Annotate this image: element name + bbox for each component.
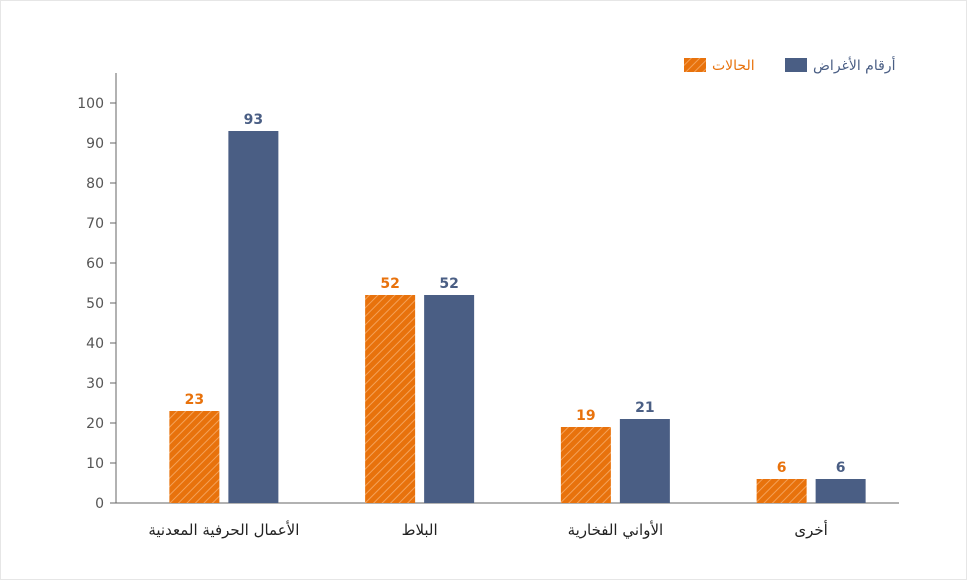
bars — [169, 131, 866, 503]
legend: أرقام الأغراض الحالات — [684, 56, 896, 74]
value-labels: 23 93 52 52 19 21 6 6 — [185, 112, 846, 476]
y-tick-label: 100 — [77, 96, 104, 112]
data-label-series-1-cat-1: 23 — [185, 392, 204, 408]
legend-item-series-2[interactable]: أرقام الأغراض — [785, 56, 896, 74]
bar-series-1-cat-1[interactable] — [169, 411, 220, 503]
y-tick-label: 70 — [86, 216, 104, 232]
x-category-label: البلاط — [402, 521, 438, 539]
y-tick-label: 80 — [86, 176, 104, 192]
legend-item-series-1[interactable]: الحالات — [684, 58, 755, 74]
data-label-series-2-cat-2: 52 — [439, 276, 458, 292]
y-tick-label: 30 — [86, 376, 104, 392]
data-label-series-2-cat-1: 93 — [244, 112, 263, 128]
data-label-series-2-cat-4: 6 — [836, 460, 846, 476]
y-axis-ticks: 0 10 20 30 40 50 60 70 80 90 100 — [77, 96, 116, 512]
legend-swatch-series-1 — [684, 58, 706, 72]
bar-series-2-cat-2[interactable] — [424, 295, 475, 503]
y-tick-label: 0 — [95, 496, 104, 512]
y-tick-label: 50 — [86, 296, 104, 312]
bar-series-2-cat-4[interactable] — [815, 479, 866, 503]
bar-series-1-cat-3[interactable] — [560, 427, 611, 503]
x-category-label: الأواني الفخارية — [568, 520, 664, 540]
data-label-series-1-cat-3: 19 — [576, 408, 595, 424]
bar-series-2-cat-1[interactable] — [228, 131, 279, 503]
y-tick-label: 90 — [86, 136, 104, 152]
bar-series-1-cat-4[interactable] — [756, 479, 807, 503]
legend-label-series-2: أرقام الأغراض — [813, 56, 896, 74]
bar-series-1-cat-2[interactable] — [365, 295, 416, 503]
data-label-series-1-cat-2: 52 — [380, 276, 399, 292]
x-category-label: الأعمال الحرفية المعدنية — [148, 520, 299, 539]
y-tick-label: 20 — [86, 416, 104, 432]
y-tick-label: 10 — [86, 456, 104, 472]
y-tick-label: 60 — [86, 256, 104, 272]
data-label-series-1-cat-4: 6 — [777, 460, 787, 476]
y-tick-label: 40 — [86, 336, 104, 352]
data-label-series-2-cat-3: 21 — [635, 400, 654, 416]
category-labels: الأعمال الحرفية المعدنية البلاط الأواني ال… — [148, 520, 828, 540]
legend-label-series-1: الحالات — [712, 58, 755, 74]
legend-swatch-series-2 — [785, 58, 807, 72]
x-category-label: أخرى — [794, 520, 827, 539]
bar-series-2-cat-3[interactable] — [619, 419, 670, 503]
